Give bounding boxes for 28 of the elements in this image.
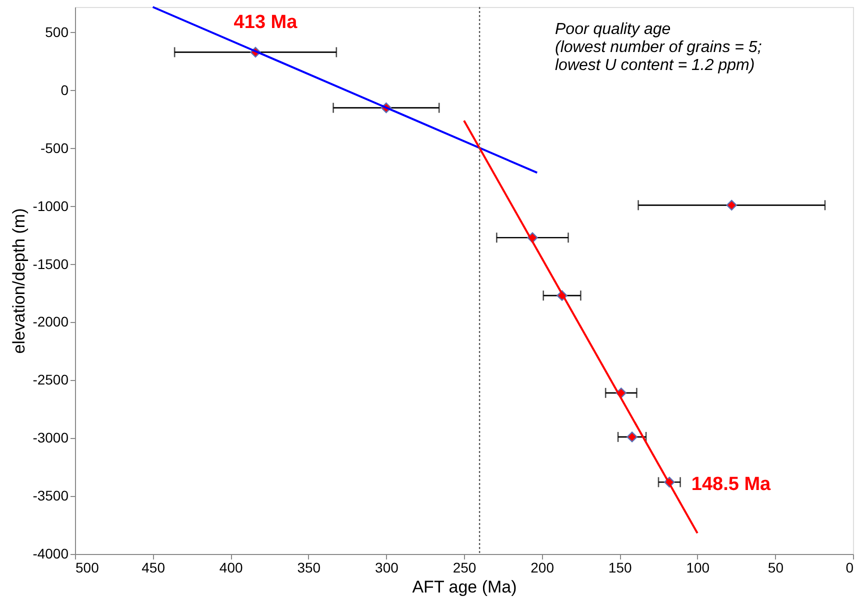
point <box>726 200 737 211</box>
y-tick-label: -1500 <box>32 256 69 272</box>
y-tick-label: 500 <box>45 24 69 40</box>
x-tick-label: 250 <box>452 560 476 576</box>
y-tick-label: -500 <box>40 140 69 156</box>
annotation: 413 Ma <box>234 12 298 34</box>
y-tick-label: -2000 <box>32 314 69 330</box>
x-tick-label: 500 <box>76 560 100 576</box>
x-tick-label: 200 <box>530 560 554 576</box>
y-tick-label: -3500 <box>32 488 69 504</box>
x-tick-label: 300 <box>375 560 399 576</box>
y-tick-label: -4000 <box>32 546 69 562</box>
x-tick-label: 450 <box>142 560 166 576</box>
x-tick-label: 400 <box>219 560 243 576</box>
y-tick-label: -2500 <box>32 372 69 388</box>
x-axis-title: AFT age (Ma) <box>412 578 517 596</box>
y-axis-title: elevation/depth (m) <box>10 208 29 354</box>
y-tick-label: 0 <box>60 82 69 98</box>
x-tick-label: 100 <box>686 560 710 576</box>
y-tick-label: -3000 <box>32 430 69 446</box>
x-tick-label: 0 <box>846 560 854 576</box>
annotation: 148.5 Ma <box>691 474 772 496</box>
x-tick-label: 150 <box>608 560 632 576</box>
point <box>626 432 638 442</box>
x-tick-label: 350 <box>297 560 321 576</box>
y-tick-label: -1000 <box>32 198 69 214</box>
x-tick-label: 50 <box>768 560 784 576</box>
annotation: Poor quality age (lowest number of grains = 5; lowest U content = 1.2 ppm) <box>555 21 762 74</box>
